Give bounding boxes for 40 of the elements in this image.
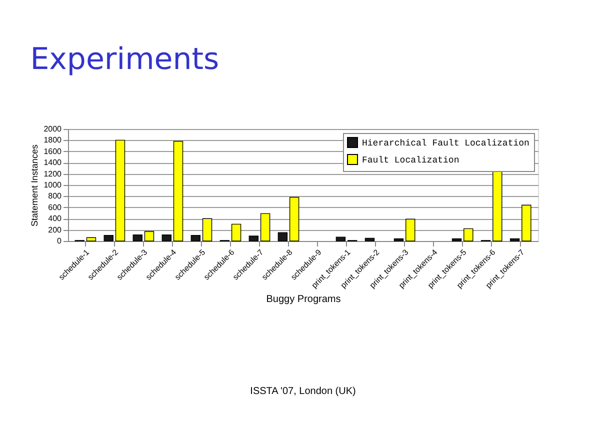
bar xyxy=(248,236,259,242)
bar xyxy=(405,218,416,242)
y-tick-label: 400 xyxy=(48,214,62,224)
bar xyxy=(162,234,172,242)
bar xyxy=(464,228,474,242)
y-tick-label: 0 xyxy=(57,236,62,246)
bar xyxy=(231,224,242,242)
bar xyxy=(202,218,212,242)
bar xyxy=(190,235,201,242)
bar xyxy=(144,231,154,242)
bar xyxy=(289,196,300,242)
bar xyxy=(260,213,270,242)
bar xyxy=(452,238,462,242)
bar xyxy=(115,140,126,242)
chart-title: Experiments xyxy=(30,42,220,77)
text: ISSTA '07, London (UK) xyxy=(250,386,356,397)
bar xyxy=(492,171,502,242)
bar xyxy=(336,236,346,242)
bar xyxy=(104,235,114,242)
y-tick-label: 1400 xyxy=(44,158,62,168)
bar xyxy=(173,140,184,242)
y-tick-label: 600 xyxy=(48,202,62,212)
bar xyxy=(278,232,288,242)
y-tick-label: 1200 xyxy=(44,169,62,178)
bar xyxy=(86,237,96,242)
bar xyxy=(132,234,142,242)
y-tick-label: 2000 xyxy=(44,124,62,134)
y-tick-label: 200 xyxy=(48,225,62,234)
x-axis-title: Buggy Programs xyxy=(266,294,341,306)
bar xyxy=(364,238,375,242)
y-tick-label: 800 xyxy=(48,192,62,201)
bar xyxy=(522,204,532,242)
bar xyxy=(394,238,404,242)
legend-label: Hierarchical Fault Localization xyxy=(362,138,530,148)
y-tick-label: 1800 xyxy=(44,136,62,145)
legend-label: Fault Localization xyxy=(362,156,460,166)
y-tick-label: 1600 xyxy=(44,146,62,156)
y-axis-title: Statement Instances xyxy=(30,144,40,227)
y-tick-label: 1000 xyxy=(44,180,62,190)
bar xyxy=(510,238,520,242)
